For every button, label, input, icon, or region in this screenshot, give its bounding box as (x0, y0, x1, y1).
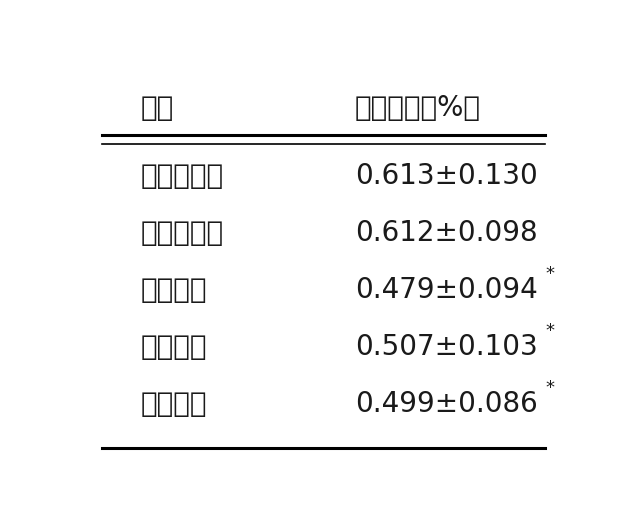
Text: 组别: 组别 (141, 94, 174, 122)
Text: 低剂量组: 低剂量组 (141, 276, 207, 304)
Text: 0.479±0.094: 0.479±0.094 (355, 276, 537, 304)
Text: 中剂量组: 中剂量组 (141, 333, 207, 361)
Text: 0.499±0.086: 0.499±0.086 (355, 390, 537, 418)
Text: 高剂量组: 高剂量组 (141, 390, 207, 418)
Text: *: * (545, 322, 554, 340)
Text: 肠推进率（%）: 肠推进率（%） (355, 94, 481, 122)
Text: 0.507±0.103: 0.507±0.103 (355, 333, 537, 361)
Text: 0.613±0.130: 0.613±0.130 (355, 162, 537, 190)
Text: *: * (545, 265, 554, 283)
Text: *: * (545, 379, 554, 397)
Text: 阳性对照组: 阳性对照组 (141, 219, 223, 247)
Text: 空白对照组: 空白对照组 (141, 162, 223, 190)
Text: 0.612±0.098: 0.612±0.098 (355, 219, 537, 247)
